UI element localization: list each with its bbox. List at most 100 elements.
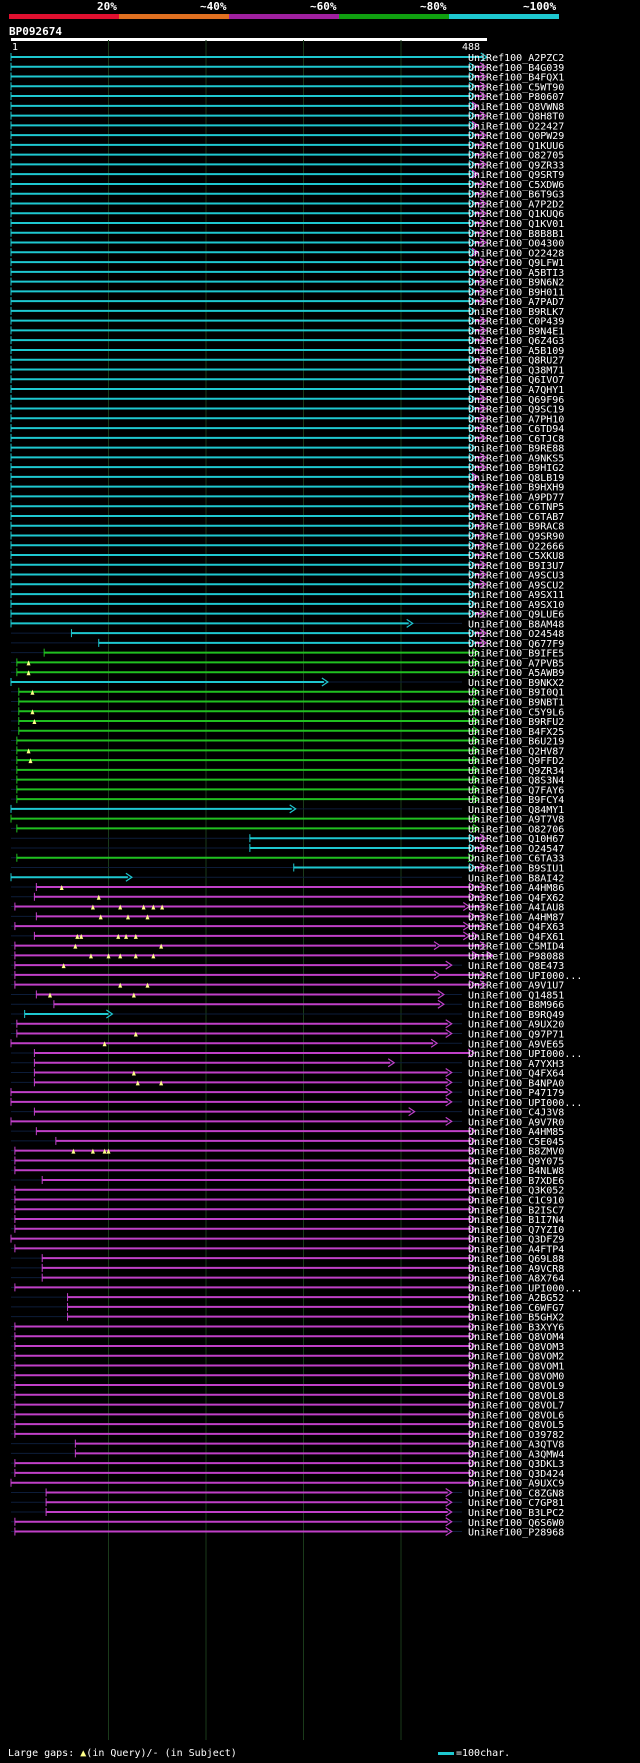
hit-label[interactable]: UniRef100_C5XDW6	[468, 180, 564, 191]
hit-label[interactable]: UniRef100_UPI000...	[468, 971, 582, 982]
hit-row[interactable]: UniRef100_Q9LFW1	[10, 257, 564, 269]
hit-label[interactable]: UniRef100_Q14851	[468, 990, 564, 1001]
hit-label[interactable]: UniRef100_A9VE65	[468, 1039, 564, 1050]
hit-row[interactable]: UniRef100_Q8VOL5	[11, 1419, 564, 1431]
hit-label[interactable]: UniRef100_Q10H67	[468, 834, 564, 845]
hit-row[interactable]: UniRef100_A9SX11	[10, 589, 564, 601]
hit-label[interactable]: UniRef100_A9UXC9	[468, 1479, 564, 1490]
hit-row[interactable]: UniRef100_Q8VOL8	[11, 1390, 564, 1402]
hit-label[interactable]: UniRef100_Q8VOM3	[468, 1342, 564, 1353]
hit-label[interactable]: UniRef100_O24548	[468, 629, 564, 640]
hit-row[interactable]: UniRef100_Q8S3N4	[11, 775, 564, 787]
hit-row[interactable]: UniRef100_B9H011	[10, 286, 564, 298]
hit-label[interactable]: UniRef100_UPI000...	[468, 1283, 582, 1294]
hit-label[interactable]: UniRef100_Q7YZI0	[468, 1225, 564, 1236]
hit-label[interactable]: UniRef100_Q3D424	[468, 1469, 564, 1480]
hit-label[interactable]: UniRef100_C0P439	[468, 317, 564, 328]
hit-row[interactable]: UniRef100_A4HM86	[11, 882, 564, 894]
hit-row[interactable]: UniRef100_Q9ZR34	[11, 765, 564, 777]
hit-label[interactable]: UniRef100_Q9LFW1	[468, 258, 564, 269]
hit-row[interactable]: UniRef100_Q2HV87	[11, 745, 564, 757]
hit-label[interactable]: UniRef100_A7PH10	[468, 414, 564, 425]
hit-label[interactable]: UniRef100_B4NLW8	[468, 1166, 564, 1177]
hit-row[interactable]: UniRef100_A9UXC9	[10, 1478, 564, 1490]
hit-label[interactable]: UniRef100_B4NPA0	[468, 1078, 564, 1089]
hit-row[interactable]: UniRef100_Q9Y075	[11, 1155, 564, 1167]
hit-label[interactable]: UniRef100_C4J3V8	[468, 1108, 564, 1119]
hit-label[interactable]: UniRef100_Q8VOL9	[468, 1381, 564, 1392]
hit-label[interactable]: UniRef100_B3LPC2	[468, 1508, 564, 1519]
hit-row[interactable]: UniRef100_B1I7N4	[11, 1214, 564, 1226]
hit-row[interactable]: UniRef100_A4HM87	[11, 911, 564, 923]
hit-label[interactable]: UniRef100_A3QTV8	[468, 1440, 564, 1451]
hit-row[interactable]: UniRef100_B8B8B1	[10, 228, 564, 240]
hit-label[interactable]: UniRef100_Q8VOL7	[468, 1401, 564, 1412]
hit-label[interactable]: UniRef100_B4FQX1	[468, 73, 564, 84]
hit-label[interactable]: UniRef100_A7PVB5	[468, 658, 564, 669]
hit-label[interactable]: UniRef100_C5E045	[468, 1137, 564, 1148]
hit-row[interactable]: UniRef100_Q6IVO7	[10, 374, 564, 386]
hit-label[interactable]: UniRef100_Q9FFD2	[468, 756, 564, 767]
hit-label[interactable]: UniRef100_Q4FX64	[468, 1069, 564, 1080]
hit-label[interactable]: UniRef100_C6TAB7	[468, 512, 564, 523]
hit-label[interactable]: UniRef100_Q9SRT9	[468, 170, 564, 181]
hit-label[interactable]: UniRef100_A4IAU8	[468, 903, 564, 914]
hit-label[interactable]: UniRef100_A5BTI3	[468, 268, 564, 279]
hit-row[interactable]: UniRef100_C4J3V8	[11, 1107, 564, 1119]
hit-row[interactable]: UniRef100_Q8H8T0	[10, 111, 564, 123]
hit-label[interactable]: UniRef100_A7P2D2	[468, 199, 564, 210]
hit-row[interactable]: UniRef100_A2BG52	[11, 1292, 564, 1304]
hit-label[interactable]: UniRef100_A5AWB9	[468, 668, 564, 679]
hit-row[interactable]: UniRef100_A5AWB9	[11, 667, 564, 679]
hit-row[interactable]: UniRef100_Q8VOL6	[11, 1409, 564, 1421]
hit-row[interactable]: UniRef100_P28968	[11, 1527, 564, 1539]
hit-row[interactable]: UniRef100_Q3DKL3	[11, 1458, 564, 1470]
hit-label[interactable]: UniRef100_C7GP81	[468, 1498, 564, 1509]
hit-row[interactable]: UniRef100_Q1KUQ6	[10, 208, 564, 220]
hit-label[interactable]: UniRef100_B6U219	[468, 737, 564, 748]
hit-row[interactable]: UniRef100_Q9ZR33	[10, 159, 564, 171]
hit-label[interactable]: UniRef100_Q9SR90	[468, 531, 564, 542]
hit-label[interactable]: UniRef100_UPI000...	[468, 1049, 582, 1060]
hit-row[interactable]: UniRef100_A9NKS5	[10, 452, 564, 464]
hit-row[interactable]: UniRef100_P47179	[10, 1087, 564, 1099]
hit-row[interactable]: UniRef100_A8X764	[11, 1273, 564, 1285]
hit-row[interactable]: UniRef100_C5XDW6	[10, 179, 564, 191]
hit-row[interactable]: UniRef100_UPI000...	[11, 970, 582, 982]
hit-label[interactable]: UniRef100_A9T7V8	[468, 815, 564, 826]
hit-row[interactable]: UniRef100_Q7YZI0	[11, 1224, 564, 1236]
hit-label[interactable]: UniRef100_O39782	[468, 1430, 564, 1441]
hit-label[interactable]: UniRef100_Q8VOM4	[468, 1332, 564, 1343]
hit-row[interactable]: UniRef100_O82705	[10, 150, 564, 162]
hit-row[interactable]: UniRef100_B9N4E1	[10, 325, 564, 337]
hit-row[interactable]: UniRef100_Q8VOM2	[11, 1351, 564, 1363]
hit-row[interactable]: UniRef100_Q8VWN8	[10, 101, 564, 113]
hit-label[interactable]: UniRef100_Q9ZR33	[468, 160, 564, 171]
hit-label[interactable]: UniRef100_B9FCY4	[468, 795, 564, 806]
hit-label[interactable]: UniRef100_Q1KUU6	[468, 141, 564, 152]
hit-label[interactable]: UniRef100_A9SX11	[468, 590, 564, 601]
hit-label[interactable]: UniRef100_A2BG52	[468, 1293, 564, 1304]
hit-label[interactable]: UniRef100_B8ZMV0	[468, 1147, 564, 1158]
hit-label[interactable]: UniRef100_A7QHY1	[468, 385, 564, 396]
hit-row[interactable]: UniRef100_A9SX10	[10, 599, 564, 611]
hit-row[interactable]: UniRef100_Q84MY1	[10, 804, 564, 816]
hit-row[interactable]: UniRef100_A5B109	[10, 345, 564, 357]
hit-label[interactable]: UniRef100_Q8VWN8	[468, 102, 564, 113]
hit-label[interactable]: UniRef100_Q6IVO7	[468, 375, 564, 386]
hit-row[interactable]: UniRef100_B9RFU2	[11, 716, 564, 728]
hit-row[interactable]: UniRef100_C6TD94	[10, 423, 564, 435]
hit-row[interactable]: UniRef100_Q0PW29	[10, 130, 564, 142]
hit-row[interactable]: UniRef100_A7P2D2	[10, 198, 564, 210]
hit-row[interactable]: UniRef100_A7PVB5	[11, 657, 564, 669]
hit-label[interactable]: UniRef100_O22666	[468, 541, 564, 552]
hit-label[interactable]: UniRef100_Q69L88	[468, 1254, 564, 1265]
hit-label[interactable]: UniRef100_UPI000...	[468, 1098, 582, 1109]
hit-label[interactable]: UniRef100_Q9Y075	[468, 1156, 564, 1167]
hit-row[interactable]: UniRef100_B6T9G3	[10, 189, 564, 201]
hit-label[interactable]: UniRef100_Q8VOM1	[468, 1362, 564, 1373]
hit-label[interactable]: UniRef100_B8AM48	[468, 619, 564, 630]
hit-label[interactable]: UniRef100_O22428	[468, 248, 564, 259]
hit-label[interactable]: UniRef100_B9HIG2	[468, 463, 564, 474]
hit-label[interactable]: UniRef100_B6T9G3	[468, 190, 564, 201]
